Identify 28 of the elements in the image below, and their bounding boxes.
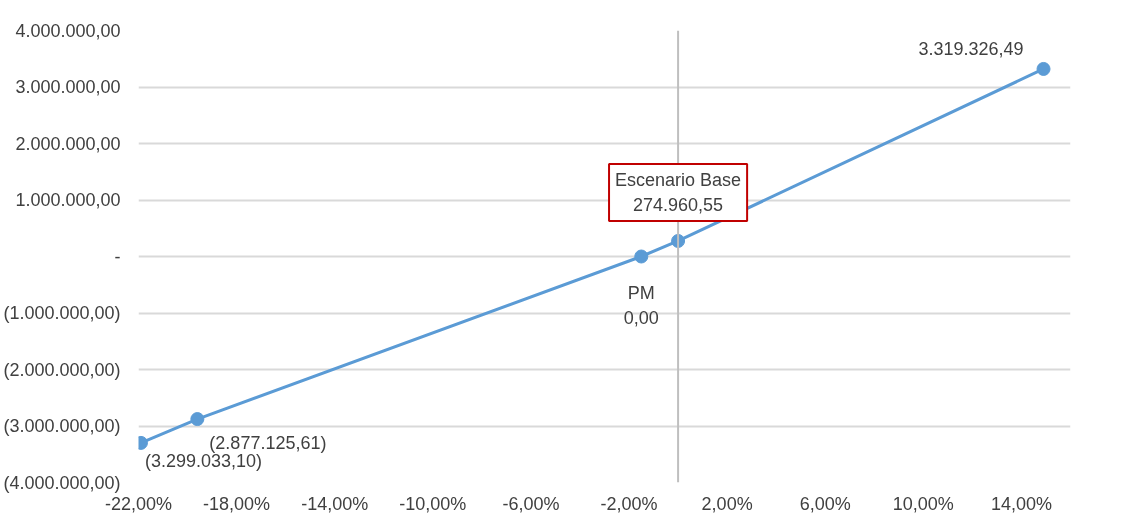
annotation: PM [627,282,655,303]
point [1036,61,1051,76]
x-tick-label: 14,00% [990,493,1052,514]
x-tick-label: -6,00% [502,493,560,514]
y-tick-label: (1.000.000,00) [3,303,121,323]
y-tick-label: (2.000.000,00) [3,359,121,380]
x-tick-label: -14,00% [301,493,369,514]
point [190,412,205,427]
x-tick-label: -22,00% [104,493,173,514]
x-tick-label: -2,00% [600,493,658,514]
x-tick-label: 10,00% [892,493,954,514]
x-tick-label: -10,00% [399,493,467,514]
x-tick-label: 2,00% [701,493,753,514]
point [634,249,649,264]
x-tick-label: 6,00% [799,493,851,514]
data-label: 0,00 [623,307,659,328]
data-label: (2.877.125,61) [209,433,327,454]
y-tick-label: 2.000.000,00 [15,133,121,154]
data-label: 274.960,55 [633,194,724,215]
annotation: Escenario Base [615,169,742,190]
data-label: 3.319.326,49 [918,38,1024,59]
y-tick-label: (3.000.000,00) [3,416,121,436]
y-tick-label: 1.000.000,00 [15,190,121,210]
y-tick-label: 3.000.000,00 [15,77,121,97]
y-tick-label: (4.000.000,00) [3,472,121,493]
y-tick-label: 4.000.000,00 [15,20,121,41]
y-tick-label: - [114,246,121,267]
x-tick-label: -18,00% [203,493,271,514]
